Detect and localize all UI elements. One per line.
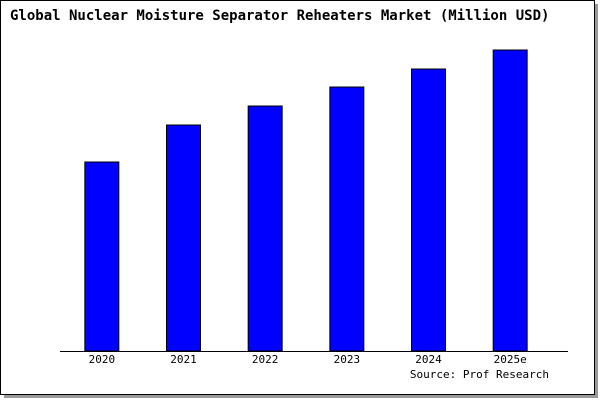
x-tick-label: 2025e [494, 353, 527, 366]
source-note: Source: Prof Research [410, 368, 549, 381]
bar [247, 105, 283, 352]
x-tick-label: 2023 [334, 353, 361, 366]
chart-title: Global Nuclear Moisture Separator Reheat… [10, 8, 549, 24]
x-tick-label: 2022 [252, 353, 279, 366]
x-tick-label: 2021 [170, 353, 197, 366]
bar [329, 86, 365, 352]
bar [166, 124, 201, 352]
bar [84, 161, 120, 352]
x-tick-label: 2020 [89, 353, 116, 366]
bar [411, 68, 446, 352]
x-tick-label: 2024 [415, 353, 442, 366]
bar [492, 49, 528, 352]
